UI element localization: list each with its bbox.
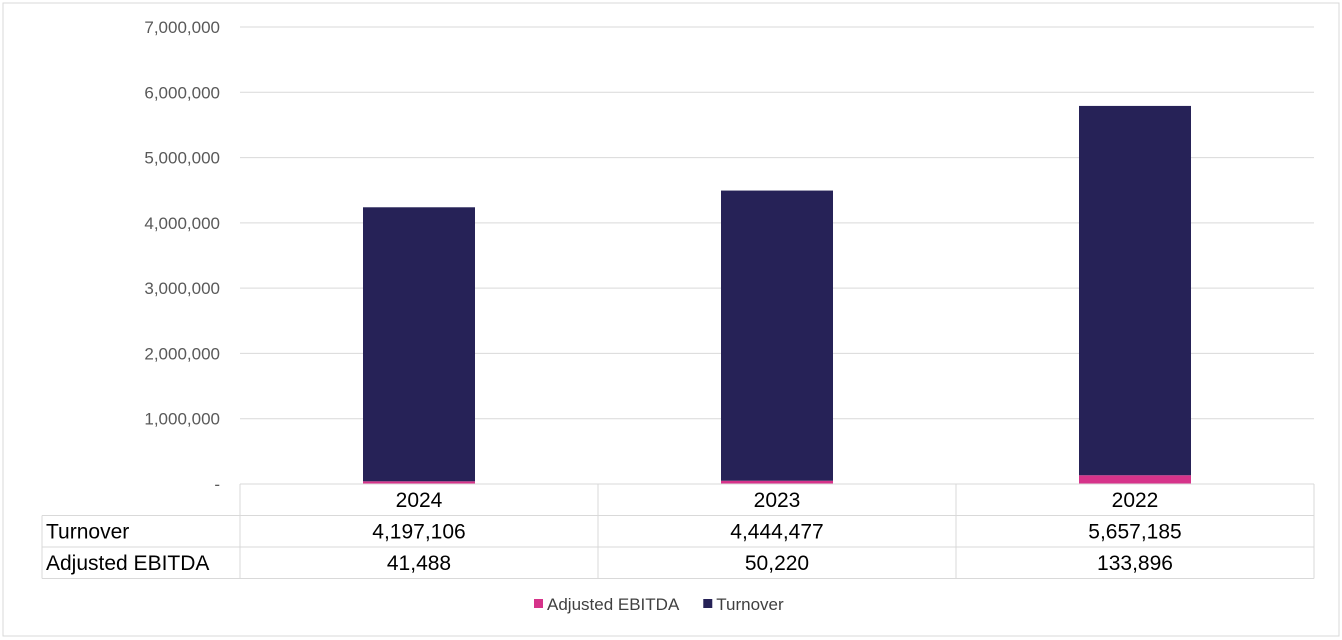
y-tick-label: 5,000,000 <box>144 149 220 168</box>
y-tick-label: 6,000,000 <box>144 83 220 102</box>
bar-turnover-2023 <box>721 190 833 481</box>
y-axis-tick-labels: - 1,000,000 2,000,000 3,000,000 4,000,000 5,0… <box>144 18 220 494</box>
legend-label: Turnover <box>716 595 784 614</box>
y-tick-label: - <box>214 475 220 494</box>
table-row-label: Turnover <box>46 520 129 543</box>
bar-turnover-2022 <box>1079 105 1191 476</box>
bar-adjusted-ebitda-2023 <box>721 480 833 484</box>
legend: Adjusted EBITDA Turnover <box>534 595 784 614</box>
y-tick-label: 1,000,000 <box>144 410 220 429</box>
table-cell-value: 50,220 <box>745 552 809 575</box>
table-cell-value: 4,444,477 <box>730 520 823 543</box>
y-tick-label: 3,000,000 <box>144 279 220 298</box>
y-tick-label: 2,000,000 <box>144 344 220 363</box>
y-tick-label: 4,000,000 <box>144 214 220 233</box>
table-cell-value: 41,488 <box>387 552 451 575</box>
bars <box>363 105 1191 484</box>
table-cell-value: 4,197,106 <box>372 520 465 543</box>
y-tick-label: 7,000,000 <box>144 18 220 37</box>
bar-adjusted-ebitda-2022 <box>1079 475 1191 484</box>
bar-turnover-2024 <box>363 207 475 482</box>
legend-swatch <box>703 599 713 608</box>
table-row-label: Adjusted EBITDA <box>46 552 209 575</box>
data-table: 2024 2023 2022 Turnover 4,197,106 4,444,477 5,… <box>41 483 1315 579</box>
table-cell-value: 133,896 <box>1097 552 1173 575</box>
table-cell-value: 5,657,185 <box>1088 520 1181 543</box>
category-label: 2022 <box>1112 489 1159 512</box>
legend-label: Adjusted EBITDA <box>547 595 680 614</box>
legend-swatch <box>534 599 543 608</box>
category-label: 2023 <box>754 489 801 512</box>
bar-adjusted-ebitda-2024 <box>363 481 475 484</box>
category-label: 2024 <box>396 489 443 512</box>
